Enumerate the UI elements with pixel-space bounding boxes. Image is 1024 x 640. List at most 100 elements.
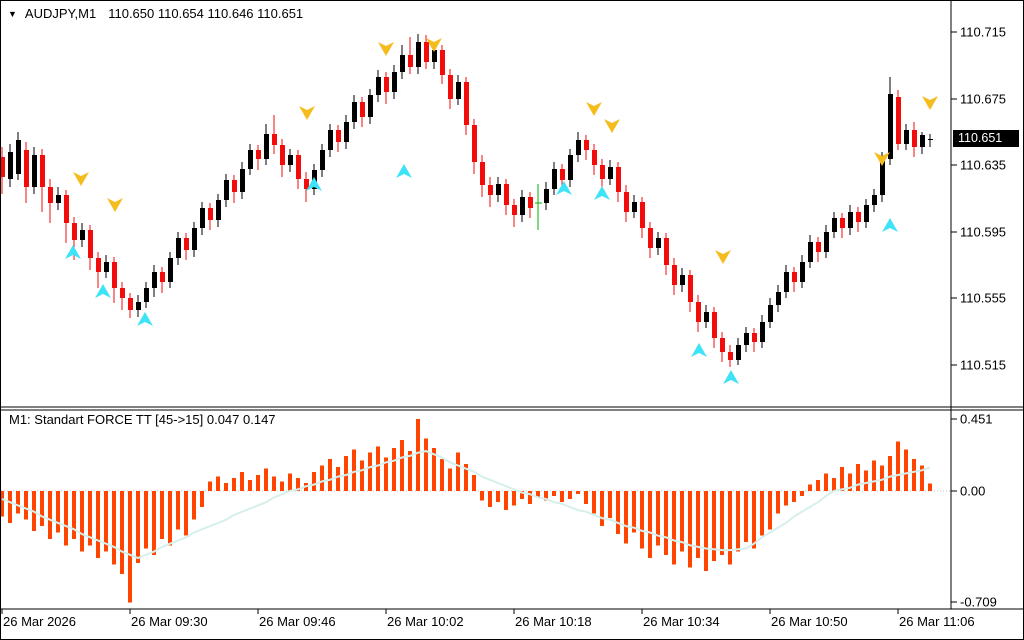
chevron-down-icon[interactable]: ▼ [8, 9, 17, 19]
candle-body [1, 157, 5, 177]
candle-body [840, 218, 845, 228]
force-histogram-bar [688, 491, 692, 568]
force-histogram-bar [552, 491, 556, 496]
candle-body [8, 152, 13, 179]
candle-body [688, 275, 693, 302]
candle-body [296, 155, 301, 179]
force-histogram-bar [600, 491, 604, 527]
candle-body [80, 230, 85, 240]
candle-body [280, 145, 285, 165]
force-histogram-bar [480, 491, 484, 501]
force-histogram-bar [96, 491, 100, 559]
force-histogram-bar [440, 459, 444, 491]
force-histogram-bar [888, 455, 892, 491]
force-histogram-bar [520, 491, 524, 499]
force-histogram-bar [672, 491, 676, 565]
candle-body [464, 82, 469, 125]
force-histogram-bar [256, 475, 260, 491]
sell-arrow-icon [107, 198, 123, 212]
force-histogram-bar [280, 481, 284, 491]
candle-body [528, 197, 533, 208]
candle-body [736, 345, 741, 360]
candle-body [480, 162, 485, 185]
time-axis-label: 26 Mar 09:46 [259, 614, 336, 629]
candle-body [184, 238, 189, 250]
force-histogram-bar [1, 491, 4, 517]
candle-body [824, 232, 829, 252]
force-histogram-bar [808, 484, 812, 491]
force-histogram-bar [656, 491, 660, 546]
force-histogram-bar [624, 491, 628, 544]
force-histogram-bar [104, 491, 108, 552]
candle-body [64, 195, 69, 223]
candle-body [232, 180, 237, 192]
candle-body [600, 165, 605, 179]
price-axis-label: 110.555 [960, 290, 1007, 306]
buy-arrow-icon [723, 370, 739, 384]
candle-body [616, 167, 621, 192]
force-histogram-bar [248, 479, 252, 491]
force-histogram-bar [840, 467, 844, 491]
force-histogram-bar [168, 491, 172, 546]
candle-body [408, 55, 413, 67]
candle-body [144, 288, 149, 302]
sell-arrow-icon [604, 119, 620, 133]
force-histogram-bar [536, 491, 540, 498]
force-histogram-bar [680, 491, 684, 552]
force-histogram-bar [704, 491, 708, 571]
candle-body [848, 212, 853, 228]
candle-body [696, 302, 701, 322]
candle-body [288, 155, 293, 165]
time-axis-label: 26 Mar 10:50 [771, 614, 848, 629]
candle-body [760, 322, 765, 342]
force-histogram-bar [488, 491, 492, 507]
force-histogram-bar [232, 478, 236, 491]
candle-body [720, 338, 725, 352]
indicator-title: M1: Standart FORCE TT [45->15] 0.047 0.1… [9, 412, 276, 427]
candle-body [320, 150, 325, 170]
candle-body [344, 122, 349, 142]
force-histogram-bar [528, 491, 532, 504]
force-histogram-bar [848, 473, 852, 491]
candle-body [512, 205, 517, 215]
candle-body [192, 228, 197, 250]
candle-body [928, 139, 933, 140]
ohlc-quote-label: 110.650 110.654 110.646 110.651 [108, 6, 304, 21]
sell-arrow-icon [73, 172, 89, 186]
candle-body [240, 169, 245, 192]
force-histogram-bar [368, 452, 372, 491]
candle-body [864, 205, 869, 222]
force-histogram-bar [768, 491, 772, 530]
chart-title: ▼ AUDJPY,M1 110.650 110.654 110.646 110.65… [8, 6, 303, 21]
time-axis-label: 26 Mar 10:02 [387, 614, 464, 629]
force-histogram-bar [584, 491, 588, 504]
candle-body [104, 262, 109, 272]
force-histogram-bar [24, 491, 28, 520]
force-histogram-bar [224, 483, 228, 491]
force-histogram-bar [640, 491, 644, 549]
force-histogram-bar [184, 491, 188, 536]
candle-body [728, 352, 733, 360]
force-histogram-bar [448, 468, 452, 491]
force-histogram-bar [288, 473, 292, 491]
buy-arrow-icon [306, 177, 322, 191]
force-histogram-bar [856, 463, 860, 491]
force-histogram-bar [144, 491, 148, 549]
candle-body [488, 185, 493, 195]
force-histogram-bar [152, 491, 156, 555]
force-histogram-bar [496, 491, 500, 503]
force-histogram-bar [616, 491, 620, 535]
force-histogram-bar [176, 491, 180, 530]
candle-body [656, 238, 661, 248]
force-histogram-bar [736, 491, 740, 552]
buy-arrow-icon [556, 181, 572, 195]
force-histogram-bar [664, 491, 668, 555]
candle-body [560, 169, 565, 180]
candle-body [912, 130, 917, 147]
candle-body [424, 42, 429, 62]
candle-body [160, 272, 165, 282]
force-histogram-bar [472, 475, 476, 491]
candle-body [392, 72, 397, 92]
candle-body [552, 169, 557, 189]
